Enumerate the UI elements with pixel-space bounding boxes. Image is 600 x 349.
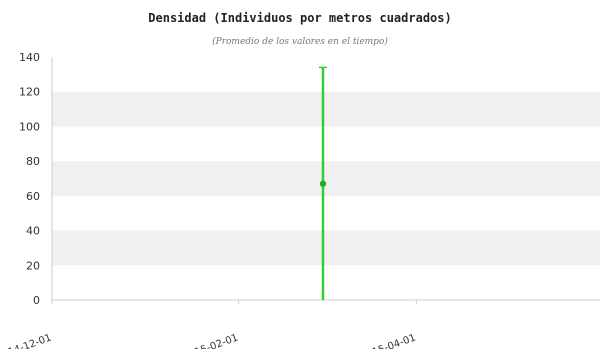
grid-bands [52,91,600,266]
y-tick-label: 120 [19,86,40,99]
y-tick-label: 80 [26,155,40,168]
chart-title: Densidad (Individuos por metros cuadrado… [148,11,451,25]
x-tick-label: 2015-04-01 [359,332,417,349]
x-tick-label: 2015-02-01 [181,332,239,349]
y-tick-label: 0 [33,294,40,307]
grid-band [52,91,600,127]
chart-subtitle: (Promedio de los valores en el tiempo) [212,36,388,47]
grid-band [52,161,600,196]
axes [51,57,600,301]
grid-band [52,230,600,266]
data-point [319,180,327,187]
x-axis-ticks: 2014-12-01 2015-02-01 2015-04-01 [0,300,417,349]
y-tick-label: 60 [26,190,40,203]
y-tick-label: 100 [19,120,40,133]
y-tick-label: 20 [26,259,40,272]
x-tick-label: 2014-12-01 [0,332,53,349]
y-axis-ticks: 0 20 40 60 80 100 120 140 [19,51,40,307]
data-marks [318,66,327,300]
y-tick-label: 40 [26,225,40,238]
y-tick-label: 140 [19,51,40,64]
